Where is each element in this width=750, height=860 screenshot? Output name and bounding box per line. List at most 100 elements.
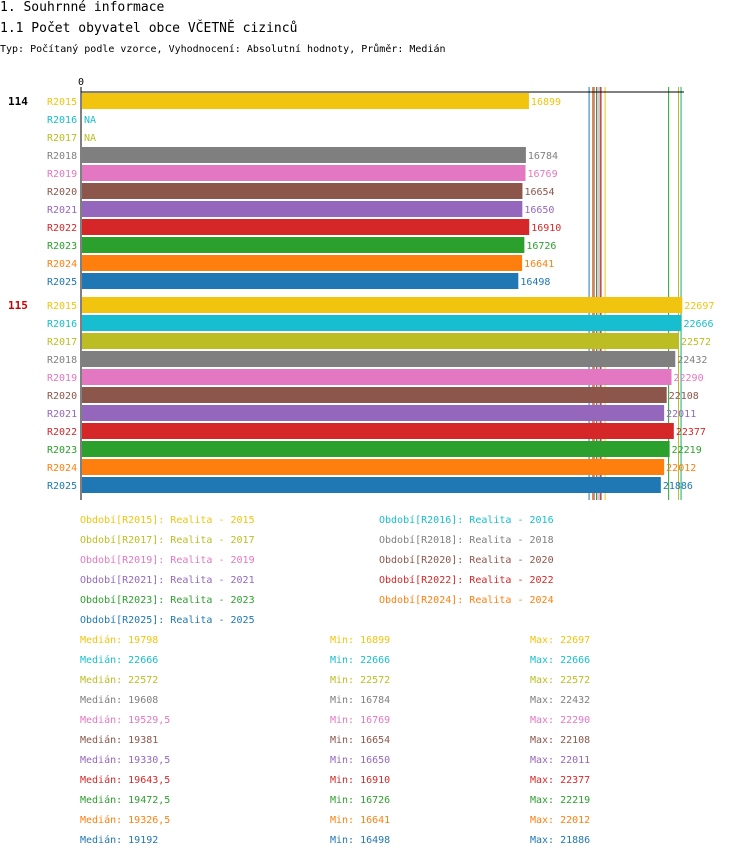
legend-item-R2021: Období[R2021]: Realita - 2021 [80,575,255,586]
stat-min-R2021: Min: 16650 [330,755,391,766]
stat-median-R2025: Medián: 19192 [80,835,159,846]
bar-114-R2024 [82,255,523,271]
bar-115-R2024 [82,459,665,475]
stat-max-R2023: Max: 22219 [530,795,591,806]
bar-value-label: 16910 [531,223,561,234]
stat-min-R2023: Min: 16726 [330,795,391,806]
bar-115-R2018 [82,351,676,367]
stat-max-R2025: Max: 21886 [530,835,591,846]
legend-item-R2017: Období[R2017]: Realita - 2017 [80,535,255,546]
stat-max-R2024: Max: 22012 [530,815,591,826]
legend-item-R2024: Období[R2024]: Realita - 2024 [379,595,554,606]
bar-114-R2021 [82,201,523,217]
bar-category-label: R2016 [47,115,77,126]
bar-value-label: 16726 [526,241,556,252]
bar-category-label: R2015 [47,301,77,312]
bar-115-R2022 [82,423,674,439]
legend-item-R2022: Období[R2022]: Realita - 2022 [379,575,554,586]
bar-category-label: R2018 [47,355,77,366]
stat-max-R2020: Max: 22108 [530,735,591,746]
stat-min-R2017: Min: 22572 [330,675,391,686]
stat-min-R2018: Min: 16784 [330,695,391,706]
stat-median-R2019: Medián: 19529,5 [80,715,171,726]
stat-min-R2020: Min: 16654 [330,735,391,746]
bar-value-label: 22012 [666,463,696,474]
bar-category-label: R2022 [47,223,77,234]
stat-median-R2024: Medián: 19326,5 [80,815,171,826]
bar-115-R2019 [82,369,672,385]
bar-115-R2015 [82,297,683,313]
bar-value-label: 16641 [524,259,554,270]
bar-category-label: R2019 [47,373,77,384]
stat-max-R2017: Max: 22572 [530,675,591,686]
stat-max-R2016: Max: 22666 [530,655,591,666]
bar-category-label: R2024 [47,463,77,474]
bar-category-label: R2017 [47,133,77,144]
bar-114-R2022 [82,219,530,235]
bar-value-label: 22219 [672,445,702,456]
bar-category-label: R2018 [47,151,77,162]
page-heading: 1. Souhrnné informace [0,0,165,15]
bar-category-label: R2022 [47,427,77,438]
bar-category-label: R2016 [47,319,77,330]
bar-value-label: 22572 [681,337,711,348]
stat-max-R2018: Max: 22432 [530,695,591,706]
bar-category-label: R2015 [47,97,77,108]
bar-114-R2019 [82,165,526,181]
bar-value-label: NA [84,115,96,126]
stat-median-R2020: Medián: 19381 [80,735,159,746]
chart-subtitle: Typ: Počítaný podle vzorce, Vyhodnocení:… [0,44,446,55]
bar-value-label: 22666 [683,319,713,330]
bar-value-label: 22108 [669,391,699,402]
bar-category-label: R2020 [47,391,77,402]
stat-max-R2022: Max: 22377 [530,775,591,786]
bar-category-label: R2023 [47,241,77,252]
bar-category-label: R2021 [47,205,77,216]
bar-114-R2020 [82,183,523,199]
stat-median-R2021: Medián: 19330,5 [80,755,171,766]
bar-category-label: R2023 [47,445,77,456]
stat-min-R2022: Min: 16910 [330,775,391,786]
bar-value-label: NA [84,133,96,144]
bar-value-label: 22011 [666,409,696,420]
axis-zero-label: 0 [78,77,84,88]
bar-114-R2023 [82,237,525,253]
bar-category-label: R2019 [47,169,77,180]
bar-value-label: 16899 [531,97,561,108]
bar-115-R2021 [82,405,665,421]
bar-115-R2016 [82,315,682,331]
bar-value-label: 22377 [676,427,706,438]
stat-median-R2017: Medián: 22572 [80,675,159,686]
bar-value-label: 16498 [520,277,550,288]
stat-max-R2021: Max: 22011 [530,755,591,766]
stat-min-R2024: Min: 16641 [330,815,391,826]
bar-114-R2018 [82,147,526,163]
stat-median-R2015: Medián: 19798 [80,635,159,646]
bar-category-label: R2025 [47,481,77,492]
bar-value-label: 16784 [528,151,558,162]
stat-median-R2016: Medián: 22666 [80,655,159,666]
bar-value-label: 16654 [524,187,554,198]
bar-115-R2017 [82,333,679,349]
stat-median-R2022: Medián: 19643,5 [80,775,171,786]
stat-min-R2019: Min: 16769 [330,715,391,726]
bar-category-label: R2017 [47,337,77,348]
legend-item-R2015: Období[R2015]: Realita - 2015 [80,515,255,526]
group-label-115: 115 [8,299,28,312]
bar-value-label: 22290 [674,373,704,384]
bar-value-label: 22432 [677,355,707,366]
legend-item-R2020: Období[R2020]: Realita - 2020 [379,555,554,566]
bar-value-label: 16650 [524,205,554,216]
bar-114-R2025 [82,273,519,289]
stat-min-R2015: Min: 16899 [330,635,391,646]
group-label-114: 114 [8,95,28,108]
stat-min-R2016: Min: 22666 [330,655,391,666]
bar-category-label: R2020 [47,187,77,198]
bar-category-label: R2025 [47,277,77,288]
legend-item-R2023: Období[R2023]: Realita - 2023 [80,595,255,606]
stat-max-R2015: Max: 22697 [530,635,591,646]
legend-item-R2019: Období[R2019]: Realita - 2019 [80,555,255,566]
legend-item-R2016: Období[R2016]: Realita - 2016 [379,515,554,526]
bar-115-R2023 [82,441,670,457]
bar-category-label: R2021 [47,409,77,420]
